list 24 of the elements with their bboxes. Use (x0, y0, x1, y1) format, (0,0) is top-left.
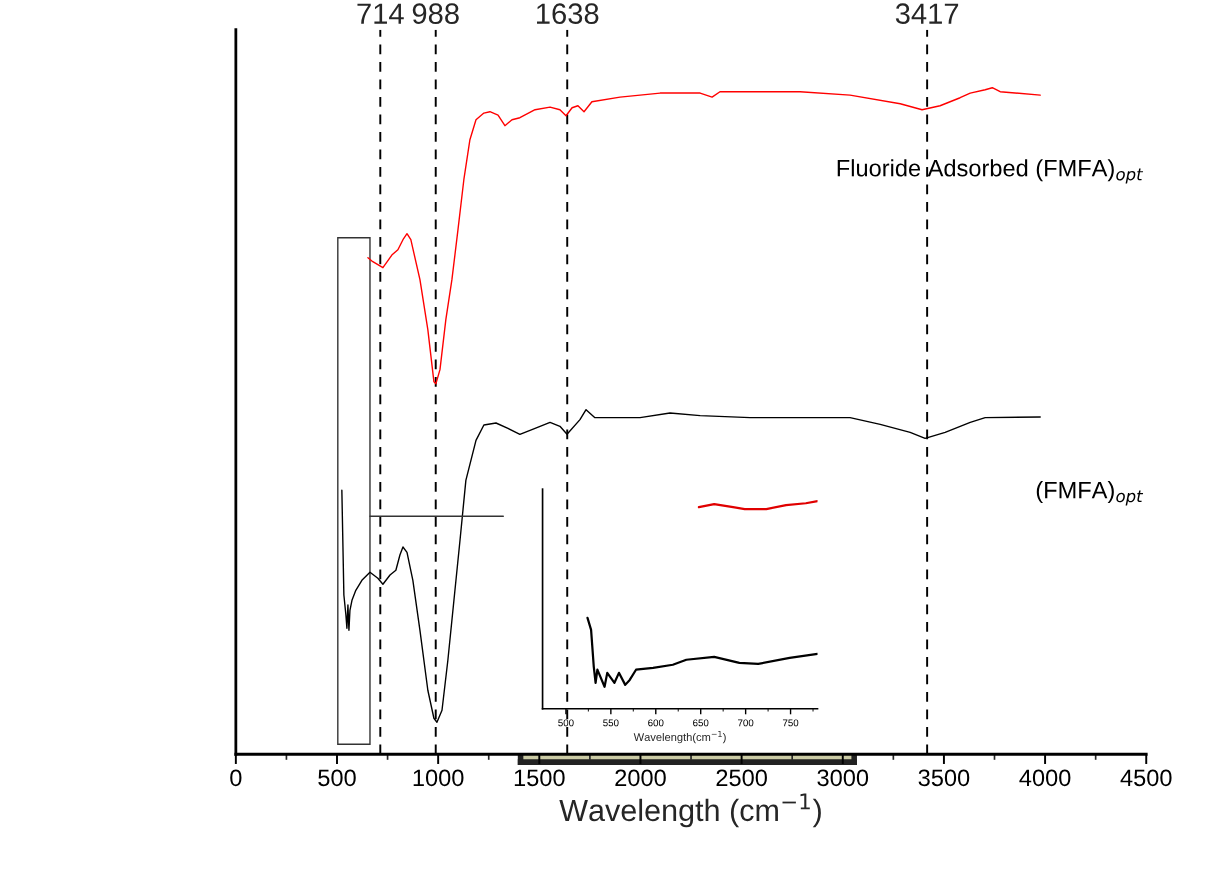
x-tick-label: 550 (603, 719, 619, 727)
x-tick-label: 1000 (413, 769, 464, 787)
ref-line-label: 714 (357, 3, 404, 24)
x-tick-label: 4500 (1120, 769, 1172, 787)
text: Fluoride Adsorbed (FMFA)$_{opt}$ (837, 159, 1144, 184)
ref-line-label: 3417 (895, 3, 959, 24)
x-tick-label: 650 (693, 719, 709, 727)
x-tick-label: 600 (648, 719, 664, 727)
x-axis-title: Wavelength(cm$^{−1}$) (633, 731, 726, 744)
x-tick-label: 1500 (514, 769, 565, 787)
x-axis-title: Wavelength (cm$^{−1}$) (559, 793, 821, 828)
x-tick-label: 500 (558, 719, 574, 727)
x-tick-label: 0 (230, 769, 242, 787)
x-tick-label: 500 (318, 769, 356, 787)
x-tick-label: 2500 (716, 769, 767, 787)
ref-line-label: 988 (412, 3, 459, 24)
text: (FMFA)$_{opt}$ (1036, 481, 1144, 506)
x-tick-label: 4000 (1019, 769, 1071, 787)
x-tick-label: 3500 (918, 769, 970, 787)
x-tick-label: 700 (738, 719, 754, 727)
x-tick-label: 750 (782, 719, 799, 727)
x-tick-label: 3000 (817, 769, 869, 787)
x-tick-label: 2000 (615, 769, 666, 787)
ref-line-label: 1638 (537, 3, 599, 24)
